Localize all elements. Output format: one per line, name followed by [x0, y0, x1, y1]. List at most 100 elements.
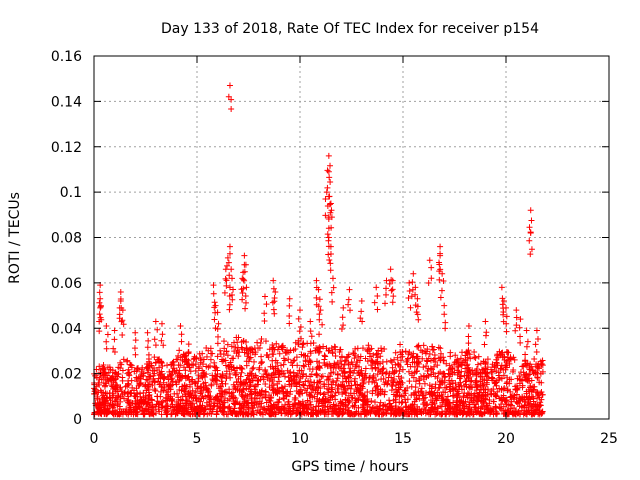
data-point	[241, 396, 248, 403]
data-point	[409, 372, 416, 379]
data-point	[132, 351, 139, 358]
data-point	[247, 378, 254, 385]
data-point	[341, 383, 348, 390]
data-point	[253, 409, 260, 416]
data-point	[475, 353, 482, 360]
data-point	[471, 404, 478, 411]
data-point	[131, 345, 138, 352]
data-point	[280, 361, 287, 368]
data-point	[515, 398, 522, 405]
data-point	[527, 229, 534, 236]
data-point	[520, 404, 527, 411]
chart-title: Day 133 of 2018, Rate Of TEC Index for r…	[161, 21, 539, 37]
data-point	[301, 403, 308, 410]
data-point	[469, 367, 476, 374]
data-point	[130, 387, 137, 394]
data-point	[204, 392, 211, 399]
data-point	[500, 311, 507, 318]
data-point	[259, 373, 266, 380]
data-point	[244, 353, 251, 360]
data-point	[481, 386, 488, 393]
data-point	[507, 354, 514, 361]
data-point	[374, 371, 381, 378]
data-point	[238, 364, 245, 371]
data-point	[344, 396, 351, 403]
data-point	[131, 393, 138, 400]
data-point	[489, 375, 496, 382]
data-point	[428, 371, 435, 378]
data-point	[231, 367, 238, 374]
data-point	[499, 295, 506, 302]
data-point	[263, 399, 270, 406]
data-point	[97, 295, 104, 302]
data-point	[151, 336, 158, 343]
data-point	[338, 361, 345, 368]
data-point	[465, 340, 472, 347]
data-point	[143, 376, 150, 383]
data-point	[110, 402, 117, 409]
data-point	[322, 212, 329, 219]
data-point	[276, 378, 283, 385]
data-point	[383, 369, 390, 376]
data-point	[330, 379, 337, 386]
data-point	[96, 299, 103, 306]
data-point	[324, 231, 331, 238]
data-point	[443, 360, 450, 367]
data-point	[359, 397, 366, 404]
data-point	[536, 394, 543, 401]
data-point	[219, 408, 226, 415]
data-point	[395, 409, 402, 416]
data-point	[228, 96, 235, 103]
data-point	[537, 399, 544, 406]
data-point	[236, 349, 243, 356]
data-point	[182, 352, 189, 359]
data-point	[462, 365, 469, 372]
data-point	[440, 277, 447, 284]
data-point	[110, 392, 117, 399]
data-point	[504, 386, 511, 393]
data-point	[473, 382, 480, 389]
data-point	[151, 367, 158, 374]
data-point	[181, 353, 188, 360]
data-point	[222, 266, 229, 273]
data-point	[353, 408, 360, 415]
data-point	[230, 408, 237, 415]
data-point	[335, 389, 342, 396]
data-point	[471, 395, 478, 402]
data-point	[522, 376, 529, 383]
data-point	[96, 289, 103, 296]
x-axis-label: GPS time / hours	[291, 459, 408, 475]
data-point	[496, 404, 503, 411]
data-point	[140, 370, 147, 377]
data-point	[326, 257, 333, 264]
data-point	[497, 365, 504, 372]
data-point	[263, 301, 270, 308]
data-point	[119, 367, 126, 374]
data-point	[403, 358, 410, 365]
data-point	[436, 261, 443, 268]
data-point	[327, 392, 334, 399]
data-point	[312, 407, 319, 414]
data-point	[341, 389, 348, 396]
data-point	[208, 381, 215, 388]
data-point	[523, 327, 530, 334]
data-point	[175, 400, 182, 407]
data-point	[234, 410, 241, 417]
y-tick-label: 0.02	[51, 367, 82, 383]
data-point	[324, 184, 331, 191]
data-point	[327, 403, 334, 410]
data-point	[185, 373, 192, 380]
data-point	[538, 379, 545, 386]
data-point	[376, 405, 383, 412]
data-point	[109, 367, 116, 374]
data-point	[225, 404, 232, 411]
data-point	[300, 409, 307, 416]
data-point	[120, 408, 127, 415]
data-point	[440, 354, 447, 361]
data-point	[170, 407, 177, 414]
data-point	[339, 408, 346, 415]
data-point	[248, 388, 255, 395]
data-point	[329, 350, 336, 357]
data-point	[242, 293, 249, 300]
data-point	[281, 373, 288, 380]
